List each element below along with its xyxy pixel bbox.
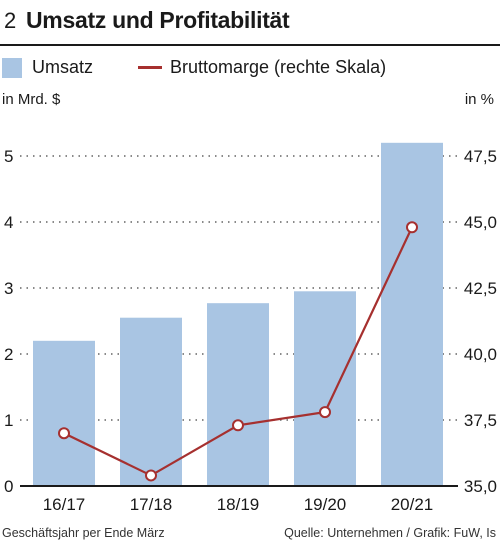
- legend-line-swatch: [138, 66, 162, 69]
- left-tick-label: 2: [4, 345, 13, 364]
- left-tick-label: 4: [4, 213, 13, 232]
- bar: [120, 317, 182, 486]
- legend-item-bruttomarge: Bruttomarge (rechte Skala): [138, 56, 418, 80]
- bar: [381, 142, 443, 487]
- x-tick-label: 19/20: [304, 495, 347, 514]
- legend: Umsatz Bruttomarge (rechte Skala): [0, 56, 500, 80]
- x-tick-label: 18/19: [217, 495, 260, 514]
- bar: [33, 340, 95, 486]
- line-marker: [145, 469, 157, 482]
- left-tick-label: 1: [4, 411, 13, 430]
- line-marker: [406, 221, 418, 234]
- right-tick-label: 37,5: [464, 411, 497, 430]
- right-tick-label: 42,5: [464, 279, 497, 298]
- legend-bar-swatch: [2, 58, 22, 78]
- left-axis-unit: in Mrd. $: [2, 91, 61, 108]
- line-marker: [58, 427, 70, 440]
- left-tick-label: 5: [4, 147, 13, 166]
- line-marker: [232, 419, 244, 432]
- left-tick-label: 0: [4, 477, 13, 496]
- right-tick-label: 40,0: [464, 345, 497, 364]
- right-tick-label: 35,0: [464, 477, 497, 496]
- left-tick-label: 3: [4, 279, 13, 298]
- legend-label-umsatz: Umsatz: [32, 57, 94, 77]
- x-tick-label: 17/18: [130, 495, 173, 514]
- footer-note: Geschäftsjahr per Ende März: [2, 526, 165, 540]
- x-tick-label: 16/17: [43, 495, 86, 514]
- footer-source: Quelle: Unternehmen / Grafik: FuW, Is: [284, 526, 496, 540]
- legend-label-bruttomarge: Bruttomarge (rechte Skala): [170, 57, 387, 77]
- x-tick-label: 20/21: [391, 495, 434, 514]
- right-axis-unit: in %: [464, 91, 494, 108]
- bar: [207, 303, 269, 486]
- chart-number: 2: [4, 8, 17, 33]
- legend-item-umsatz: Umsatz: [0, 56, 120, 80]
- right-tick-label: 45,0: [464, 213, 497, 232]
- chart-header: 2 Umsatz und Profitabilität: [0, 6, 500, 40]
- chart-plot: 0 1 2 3 4 5 35,0 37,5 40,0 42,5 45,0 47,5 16/17 17/18…: [4, 142, 497, 514]
- bar: [294, 291, 356, 486]
- right-tick-label: 47,5: [464, 147, 497, 166]
- line-marker: [319, 406, 331, 419]
- title-rule: [0, 44, 500, 46]
- chart-title: Umsatz und Profitabilität: [26, 7, 290, 33]
